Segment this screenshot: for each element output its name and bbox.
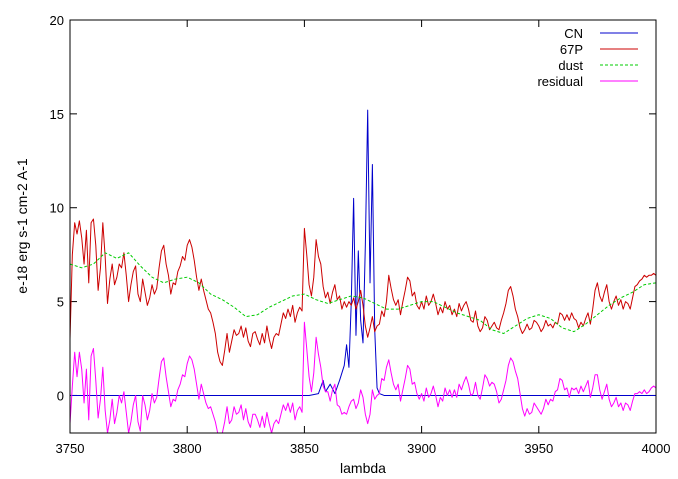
- series-line-cn: [70, 109, 656, 396]
- legend-label: CN: [564, 26, 583, 41]
- series-line-residual: [70, 321, 656, 433]
- x-tick-label: 4000: [642, 441, 671, 456]
- legend-label: dust: [558, 58, 583, 73]
- legend-label: residual: [537, 74, 583, 89]
- y-tick-label: 0: [57, 388, 64, 403]
- x-tick-label: 3850: [290, 441, 319, 456]
- x-tick-label: 3900: [407, 441, 436, 456]
- y-tick-label: 15: [50, 107, 64, 122]
- y-tick-label: 20: [50, 13, 64, 28]
- y-axis-label: e-18 erg s-1 cm-2 A-1: [14, 158, 30, 294]
- x-tick-label: 3950: [524, 441, 553, 456]
- y-tick-label: 5: [57, 295, 64, 310]
- series-line-67p: [70, 218, 656, 366]
- x-tick-labels: 3750 3800 3850 3900 3950 4000: [56, 441, 671, 456]
- x-tick-label: 3750: [56, 441, 85, 456]
- series-line-dust: [70, 252, 656, 334]
- plot-frame: [69, 19, 657, 434]
- y-tick-label: 10: [50, 201, 64, 216]
- x-tick-label: 3800: [173, 441, 202, 456]
- legend-label: 67P: [560, 42, 583, 57]
- y-tick-labels: 0 5 10 15 20: [50, 13, 64, 403]
- plot-area: [70, 109, 656, 433]
- x-axis-label: lambda: [340, 460, 386, 476]
